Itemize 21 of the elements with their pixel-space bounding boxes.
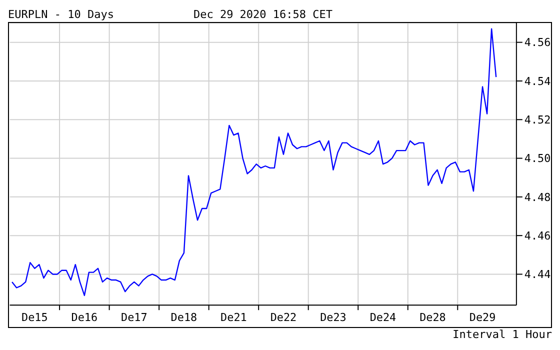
y-tick-label: 4.54 <box>524 74 552 88</box>
y-tick-label: 4.52 <box>524 114 551 127</box>
x-tick-label: De29 <box>469 311 496 324</box>
x-tick-label: De17 <box>121 311 148 324</box>
text: Interval 1 Hour <box>452 328 552 342</box>
x-tick-label: De24 <box>370 311 397 324</box>
y-tick-label: 4.56 <box>524 36 551 50</box>
y-tick-label: 4.44 <box>524 268 552 282</box>
x-tick-label: De16 <box>71 311 98 324</box>
x-tick-label: De28 <box>420 311 446 324</box>
x-tick-label: De15 <box>22 311 48 324</box>
chart-subtitle: Dec 29 2020 16:58 CET <box>193 8 333 21</box>
line-series <box>11 28 497 296</box>
y-tick-label: 4.46 <box>524 229 551 242</box>
chart-title: EURPLN - 10 Days <box>8 8 114 22</box>
x-tick-label: De23 <box>320 311 346 324</box>
y-tick-label: 4.48 <box>524 190 551 204</box>
x-tick-label: De22 <box>270 311 297 324</box>
y-tick-label: 4.50 <box>524 152 551 166</box>
x-tick-label: De21 <box>220 311 247 324</box>
x-tick-label: De18 <box>170 311 198 324</box>
